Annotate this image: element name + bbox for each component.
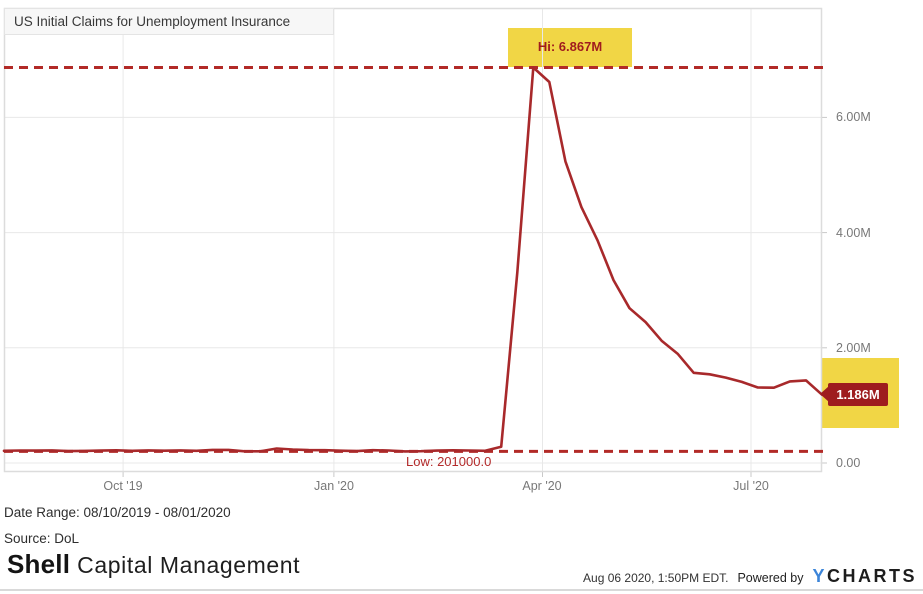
date-range-text: Date Range: 08/10/2019 - 08/01/2020 <box>4 505 231 520</box>
ycharts-logo: YCHARTS <box>812 566 917 587</box>
x-axis-label: Oct '19 <box>103 479 143 493</box>
ycharts-y-glyph: Y <box>812 566 827 586</box>
chart-title: US Initial Claims for Unemployment Insur… <box>14 14 291 29</box>
powered-by-text: Powered by <box>737 571 804 585</box>
x-axis-label: Apr '20 <box>522 479 562 493</box>
low-annotation-label: Low: 201000.0 <box>406 454 492 469</box>
bottom-divider <box>0 589 923 591</box>
logo-bold-text: Shell <box>7 549 71 579</box>
last-value-badge: 1.186M <box>828 383 888 406</box>
y-axis-label: 2.00M <box>836 341 871 355</box>
hi-annotation-label: Hi: 6.867M <box>537 38 603 54</box>
plot-border <box>3 7 823 473</box>
logo-regular-text: Capital Management <box>77 552 301 578</box>
line-chart <box>2 7 827 477</box>
last-value-badge-pointer <box>820 386 829 402</box>
y-axis-label: 6.00M <box>836 110 871 124</box>
ycharts-wordmark: CHARTS <box>827 566 917 586</box>
y-axis-label: 4.00M <box>836 226 871 240</box>
x-axis-label: Jul '20 <box>733 479 769 493</box>
hi-annotation-highlight <box>508 28 632 67</box>
y-axis-label: 0.00 <box>836 456 861 470</box>
series-line <box>2 66 824 453</box>
chart-title-box: US Initial Claims for Unemployment Insur… <box>4 8 334 35</box>
timestamp-text: Aug 06 2020, 1:50PM EDT. <box>583 571 729 585</box>
source-text: Source: DoL <box>4 531 80 546</box>
x-axis-label: Jan '20 <box>314 479 354 493</box>
shell-capital-logo: Shell Capital Management <box>7 549 300 580</box>
footer-attribution: Aug 06 2020, 1:50PM EDT. Powered by YCHA… <box>583 566 917 587</box>
